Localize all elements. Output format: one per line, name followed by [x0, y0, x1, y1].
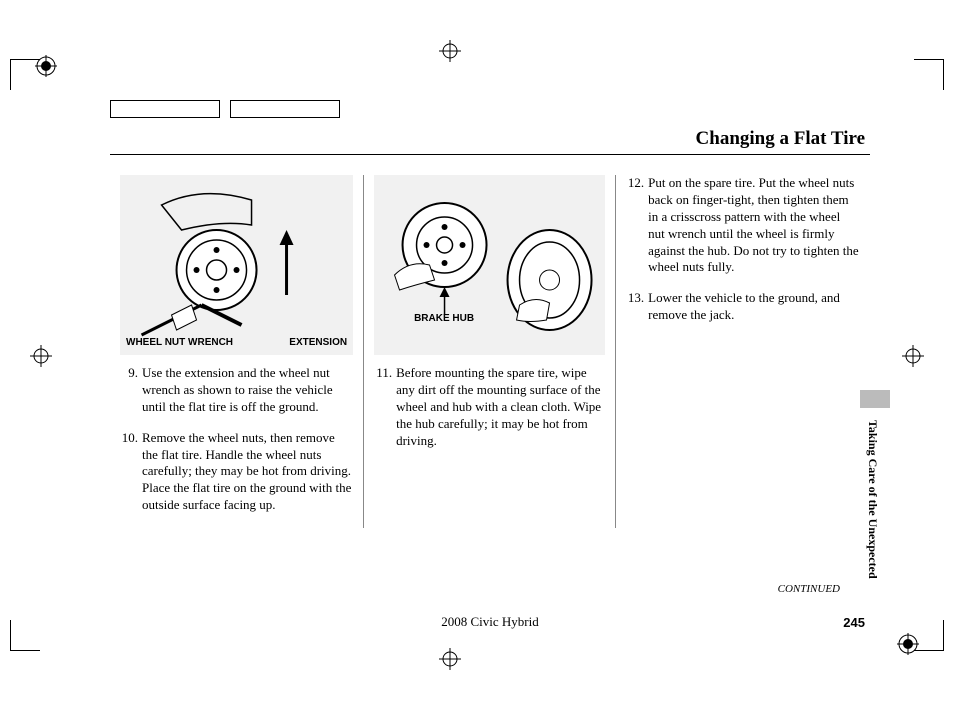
page-content: Changing a Flat Tire: [110, 100, 870, 650]
header-placeholder-boxes: [110, 100, 870, 118]
step-12: 12. Put on the spare tire. Put the wheel…: [626, 175, 859, 276]
step-number: 12.: [626, 175, 648, 276]
step-text: Use the extension and the wheel nut wren…: [142, 365, 353, 416]
step-text: Remove the wheel nuts, then remove the f…: [142, 430, 353, 514]
continued-label: CONTINUED: [778, 583, 840, 595]
step-10: 10. Remove the wheel nuts, then remove t…: [120, 430, 353, 514]
section-label: Taking Care of the Unexpected: [865, 420, 880, 579]
step-number: 10.: [120, 430, 142, 514]
registration-mark-icon: [439, 648, 461, 670]
page-title: Changing a Flat Tire: [696, 128, 865, 150]
step-11: 11. Before mounting the spare tire, wipe…: [374, 365, 605, 449]
registration-mark-icon: [897, 633, 919, 655]
title-rule: [110, 154, 870, 155]
section-tab: [860, 390, 890, 408]
step-text: Put on the spare tire. Put the wheel nut…: [648, 175, 859, 276]
crop-mark-tr: [894, 10, 944, 60]
column-2: BRAKE HUB 11. Before mounting the spare …: [363, 175, 616, 528]
crop-mark-tl: [10, 10, 60, 60]
step-number: 9.: [120, 365, 142, 416]
step-text: Before mounting the spare tire, wipe any…: [396, 365, 605, 449]
content-columns: WHEEL NUT WRENCH EXTENSION 9. Use the ex…: [110, 175, 870, 528]
registration-mark-icon: [902, 345, 924, 367]
figure-jack: WHEEL NUT WRENCH EXTENSION: [120, 175, 353, 355]
step-number: 13.: [626, 290, 648, 324]
registration-mark-icon: [35, 55, 57, 77]
header-box: [110, 100, 220, 118]
crop-mark-bl: [10, 650, 60, 700]
footer-model: 2008 Civic Hybrid: [441, 614, 539, 630]
crop-mark-br: [894, 650, 944, 700]
figure-brake-hub: BRAKE HUB: [374, 175, 605, 355]
step-9: 9. Use the extension and the wheel nut w…: [120, 365, 353, 416]
figure-label: BRAKE HUB: [414, 312, 474, 325]
brake-hub-illustration-icon: [374, 175, 605, 355]
figure-label: WHEEL NUT WRENCH: [126, 336, 233, 349]
registration-mark-icon: [439, 40, 461, 62]
step-text: Lower the vehicle to the ground, and rem…: [648, 290, 859, 324]
column-3: 12. Put on the spare tire. Put the wheel…: [616, 175, 869, 528]
figure-label: EXTENSION: [289, 336, 347, 349]
jack-illustration-icon: [120, 175, 353, 355]
page-number: 245: [843, 615, 865, 630]
step-13: 13. Lower the vehicle to the ground, and…: [626, 290, 859, 324]
registration-mark-icon: [30, 345, 52, 367]
step-number: 11.: [374, 365, 396, 449]
header-box: [230, 100, 340, 118]
column-1: WHEEL NUT WRENCH EXTENSION 9. Use the ex…: [110, 175, 363, 528]
